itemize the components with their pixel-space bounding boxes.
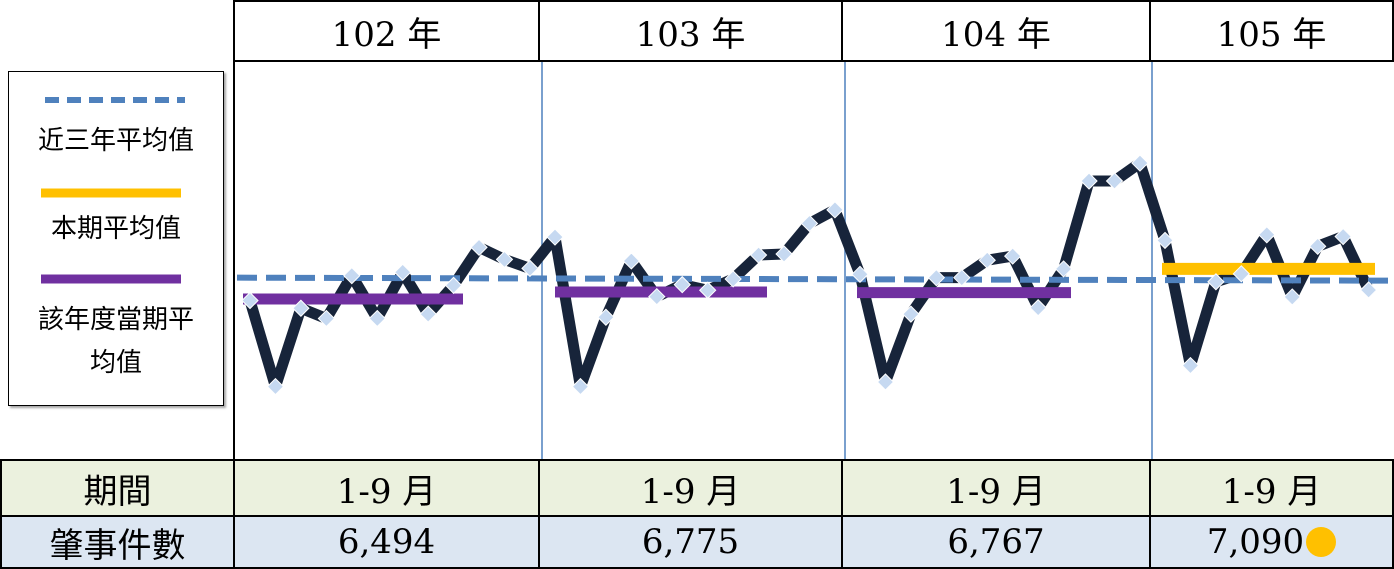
count-cell-105: 7,090 bbox=[1149, 515, 1394, 569]
data-point-marker bbox=[1334, 227, 1352, 246]
data-point-marker bbox=[978, 251, 996, 269]
data-point-marker bbox=[1232, 265, 1251, 283]
data-point-marker bbox=[1105, 172, 1124, 190]
data-point-marker bbox=[1003, 247, 1022, 265]
line-chart bbox=[236, 62, 1394, 461]
data-point-marker bbox=[724, 270, 742, 288]
year-header-104: 104 年 bbox=[841, 0, 1151, 62]
data-point-marker bbox=[1156, 231, 1174, 250]
data-point-marker bbox=[826, 201, 844, 219]
data-point-marker bbox=[1181, 356, 1200, 375]
count-header: 肇事件數 bbox=[0, 515, 235, 569]
count-cell-103: 6,775 bbox=[538, 515, 843, 569]
legend-swatches bbox=[41, 97, 185, 284]
plot-area bbox=[233, 60, 1394, 461]
period-cell-102: 1-9 月 bbox=[233, 459, 540, 517]
data-point-marker bbox=[470, 238, 488, 257]
three-year-avg-line bbox=[236, 274, 1394, 284]
status-dot-icon bbox=[1306, 527, 1337, 557]
data-point-marker bbox=[546, 228, 564, 246]
data-point-marker bbox=[521, 259, 539, 278]
data-point-marker bbox=[698, 281, 717, 299]
period-cell-103: 1-9 月 bbox=[538, 459, 843, 517]
data-point-marker bbox=[1359, 281, 1378, 299]
legend-label-three-year-avg: 近三年平均值 bbox=[37, 126, 194, 156]
data-point-marker bbox=[673, 275, 691, 294]
data-point-marker bbox=[1258, 226, 1276, 244]
data-point-marker bbox=[851, 265, 869, 284]
data-point-marker bbox=[775, 245, 793, 263]
count-cell-104: 6,767 bbox=[841, 515, 1151, 569]
data-point-marker bbox=[419, 305, 437, 323]
data-point-marker bbox=[1308, 237, 1327, 256]
data-point-marker bbox=[571, 377, 590, 396]
year-header-103: 103 年 bbox=[538, 0, 843, 62]
data-point-marker bbox=[1207, 273, 1225, 291]
data-point-marker bbox=[1029, 299, 1047, 317]
chart-legend: 近三年平均值 本期平均值 該年度當期平 均值 bbox=[8, 71, 224, 406]
data-point-marker bbox=[1054, 260, 1073, 278]
data-point-marker bbox=[1283, 288, 1301, 306]
data-point-marker bbox=[927, 268, 946, 287]
data-point-marker bbox=[800, 214, 819, 233]
data-point-marker bbox=[495, 250, 514, 269]
data-point-marker bbox=[1131, 154, 1149, 172]
data-point-marker bbox=[393, 263, 412, 281]
data-point-marker bbox=[902, 305, 920, 323]
legend-label-year-avg-line1: 該年度當期平 bbox=[37, 305, 194, 335]
legend-label-year-avg-line2: 均值 bbox=[89, 348, 142, 378]
period-header: 期間 bbox=[0, 459, 235, 517]
legend-label-current-avg: 本期平均值 bbox=[50, 214, 181, 244]
data-point-marker bbox=[343, 266, 361, 285]
data-point-marker bbox=[317, 309, 336, 328]
data-point-marker bbox=[876, 373, 895, 391]
count-cell-102: 6,494 bbox=[233, 515, 540, 569]
count-value-105: 7,090 bbox=[1206, 522, 1305, 562]
data-point-marker bbox=[749, 246, 768, 264]
data-point-marker bbox=[292, 299, 310, 317]
year-header-105: 105 年 bbox=[1149, 0, 1394, 62]
data-point-marker bbox=[597, 308, 615, 326]
data-point-marker bbox=[953, 268, 971, 287]
data-point-marker bbox=[1080, 172, 1098, 190]
data-point-marker bbox=[266, 377, 285, 396]
data-point-marker bbox=[622, 252, 641, 270]
data-point-marker bbox=[648, 287, 666, 306]
year-header-102: 102 年 bbox=[233, 0, 540, 62]
data-point-marker bbox=[444, 276, 463, 295]
period-cell-105: 1-9 月 bbox=[1149, 459, 1394, 517]
data-point-marker bbox=[368, 309, 386, 328]
period-cell-104: 1-9 月 bbox=[841, 459, 1151, 517]
data-point-marker bbox=[241, 291, 259, 310]
